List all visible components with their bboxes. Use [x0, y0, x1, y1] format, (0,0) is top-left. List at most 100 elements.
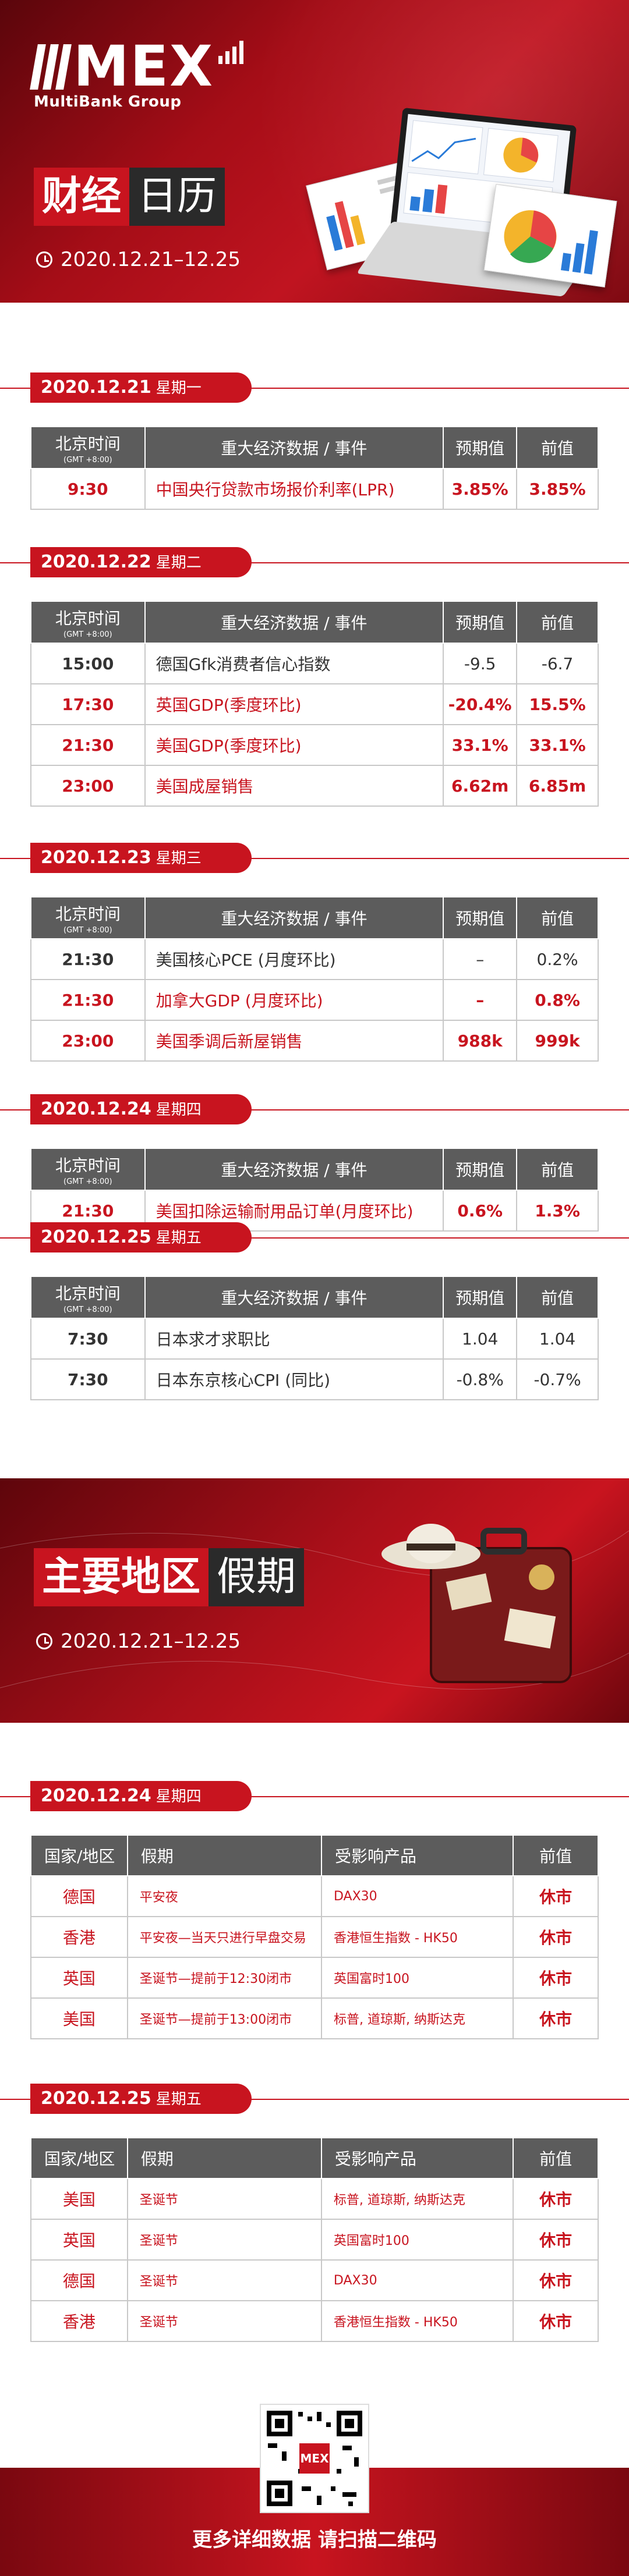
event-cell: 日本东京核心CPI (同比): [144, 1359, 444, 1400]
table-row: 德国 圣诞节 DAX30 休市: [30, 2260, 599, 2301]
laptop-illustration: [306, 105, 617, 297]
table-row: 9:30 中国央行贷款市场报价利率(LPR) 3.85% 3.85%: [30, 469, 599, 510]
suitcase-illustration: [381, 1524, 572, 1683]
holiday-banner: 主要地区 假期 2020.12.21–12.25: [0, 1478, 629, 1723]
region-cell: 德国: [30, 2260, 128, 2301]
time-cell: 7:30: [30, 1318, 146, 1360]
table-row: 15:00 德国Gfk消费者信心指数 -9.5 -6.7: [30, 643, 599, 684]
event-cell: 英国GDP(季度环比): [144, 684, 444, 725]
date-tab: 2020.12.21 星期一: [30, 372, 252, 403]
col-previous: 前值: [513, 2137, 599, 2179]
date-text: 2020.12.22: [41, 552, 151, 572]
forecast-cell: –: [443, 939, 518, 980]
section-divider: [0, 1796, 629, 1797]
events-table: 北京时间 (GMT +8:00) 重大经济数据 / 事件 预期值 前值 9:30 中国央行贷…: [30, 426, 599, 510]
region-cell: 香港: [30, 1917, 128, 1958]
previous-cell: 0.8%: [517, 980, 599, 1021]
forecast-cell: 988k: [443, 1020, 518, 1062]
previous-cell: 1.04: [517, 1318, 599, 1360]
forecast-cell: 0.6%: [443, 1190, 518, 1232]
clock-icon: [36, 1633, 52, 1649]
col-products: 受影响产品: [320, 1835, 514, 1876]
previous-cell: 33.1%: [517, 725, 599, 766]
previous-cell: 15.5%: [517, 684, 599, 725]
date-tab: 2020.12.23 星期三: [30, 843, 252, 873]
col-time: 北京时间 (GMT +8:00): [30, 1276, 146, 1319]
table-header-row: 北京时间 (GMT +8:00) 重大经济数据 / 事件 预期值 前值: [30, 896, 599, 939]
table-row: 21:30 加拿大GDP (月度环比) –0.8%: [30, 980, 599, 1021]
holiday-title-dark: 假期: [209, 1548, 305, 1606]
col-forecast: 预期值: [443, 1148, 518, 1191]
date-text: 2020.12.25: [41, 2088, 151, 2109]
col-event: 重大经济数据 / 事件: [144, 1276, 444, 1319]
brand-logo: MEX MultiBank Group: [30, 38, 244, 111]
date-tab: 2020.12.25 星期五: [30, 1222, 252, 1252]
table-row: 香港 圣诞节 香港恒生指数 - HK50 休市: [30, 2301, 599, 2342]
table-header-row: 北京时间 (GMT +8:00) 重大经济数据 / 事件 预期值 前值: [30, 601, 599, 644]
page-title: 财经 日历: [34, 168, 225, 226]
forecast-cell: 6.62m: [443, 765, 518, 807]
col-time: 北京时间 (GMT +8:00): [30, 896, 146, 939]
col-time: 北京时间 (GMT +8:00): [30, 426, 146, 469]
event-cell: 德国Gfk消费者信心指数: [144, 643, 444, 684]
col-region: 国家/地区: [30, 2137, 128, 2179]
event-cell: 美国GDP(季度环比): [144, 725, 444, 766]
holiday-date-range: 2020.12.21–12.25: [36, 1630, 241, 1653]
col-event: 重大经济数据 / 事件: [144, 426, 444, 469]
holiday-table: 国家/地区 假期 受影响产品 前值 美国 圣诞节 标普, 道琼斯, 纳斯达克 休市 英国 圣诞节英…: [30, 2137, 599, 2342]
holiday-cell: 平安夜: [127, 1876, 322, 1917]
col-forecast: 预期值: [443, 601, 518, 644]
time-cell: 21:30: [30, 980, 146, 1021]
section-divider: [0, 858, 629, 859]
products-cell: 标普, 道琼斯, 纳斯达克: [321, 2178, 514, 2220]
previous-cell: 999k: [517, 1020, 599, 1062]
region-cell: 英国: [30, 2219, 128, 2261]
table-row: 23:00 美国成屋销售 6.62m 6.85m: [30, 765, 599, 807]
date-tab: 2020.12.25 星期五: [30, 2084, 252, 2114]
holiday-cell: 圣诞节: [127, 2219, 322, 2261]
col-previous: 前值: [516, 1148, 599, 1191]
weekday-text: 星期二: [156, 554, 202, 572]
col-previous: 前值: [516, 601, 599, 644]
qr-code[interactable]: MEX: [260, 2404, 369, 2513]
previous-cell: -6.7: [517, 643, 599, 684]
table-row: 21:30 美国GDP(季度环比) 33.1% 33.1%: [30, 725, 599, 766]
table-header-row: 北京时间 (GMT +8:00) 重大经济数据 / 事件 预期值 前值: [30, 426, 599, 469]
forecast-cell: -9.5: [443, 643, 518, 684]
holiday-title-red: 主要地区: [34, 1548, 209, 1606]
time-cell: 17:30: [30, 684, 146, 725]
table-header-row: 国家/地区 假期 受影响产品 前值: [30, 1835, 599, 1876]
table-row: 21:30 美国核心PCE (月度环比) –0.2%: [30, 939, 599, 980]
weekday-text: 星期一: [156, 379, 202, 397]
time-cell: 23:00: [30, 765, 146, 807]
holiday-cell: 圣诞节—提前于13:00闭市: [127, 1998, 322, 2039]
event-cell: 日本求才求职比: [144, 1318, 444, 1360]
status-cell: 休市: [513, 1998, 599, 2039]
region-cell: 英国: [30, 1957, 128, 1999]
forecast-cell: -20.4%: [443, 684, 518, 725]
title-red-part: 财经: [34, 168, 130, 226]
table-header-row: 国家/地区 假期 受影响产品 前值: [30, 2137, 599, 2179]
table-row: 17:30 英国GDP(季度环比) -20.4% 15.5%: [30, 684, 599, 725]
date-tab: 2020.12.24 星期四: [30, 1781, 252, 1811]
previous-cell: 6.85m: [517, 765, 599, 807]
col-event: 重大经济数据 / 事件: [144, 896, 444, 939]
products-cell: DAX30: [321, 2260, 514, 2301]
event-cell: 美国成屋销售: [144, 765, 444, 807]
region-cell: 美国: [30, 1998, 128, 2039]
brand-subtitle: MultiBank Group: [34, 93, 182, 111]
events-table: 北京时间 (GMT +8:00) 重大经济数据 / 事件 预期值 前值 21:30 美国核心…: [30, 896, 599, 1062]
col-holiday: 假期: [126, 2137, 322, 2179]
time-cell: 15:00: [30, 643, 146, 684]
status-cell: 休市: [513, 1917, 599, 1958]
time-cell: 21:30: [30, 725, 146, 766]
holiday-title: 主要地区 假期: [34, 1548, 305, 1606]
col-forecast: 预期值: [443, 1276, 518, 1319]
col-event: 重大经济数据 / 事件: [144, 1148, 444, 1191]
table-row: 英国 圣诞节 英国富时100 休市: [30, 2219, 599, 2261]
products-cell: 标普, 道琼斯, 纳斯达克: [321, 1998, 514, 2039]
events-table: 北京时间 (GMT +8:00) 重大经济数据 / 事件 预期值 前值 7:30 日本求才求…: [30, 1276, 599, 1400]
section-divider: [0, 1109, 629, 1110]
date-text: 2020.12.24: [41, 1099, 151, 1119]
